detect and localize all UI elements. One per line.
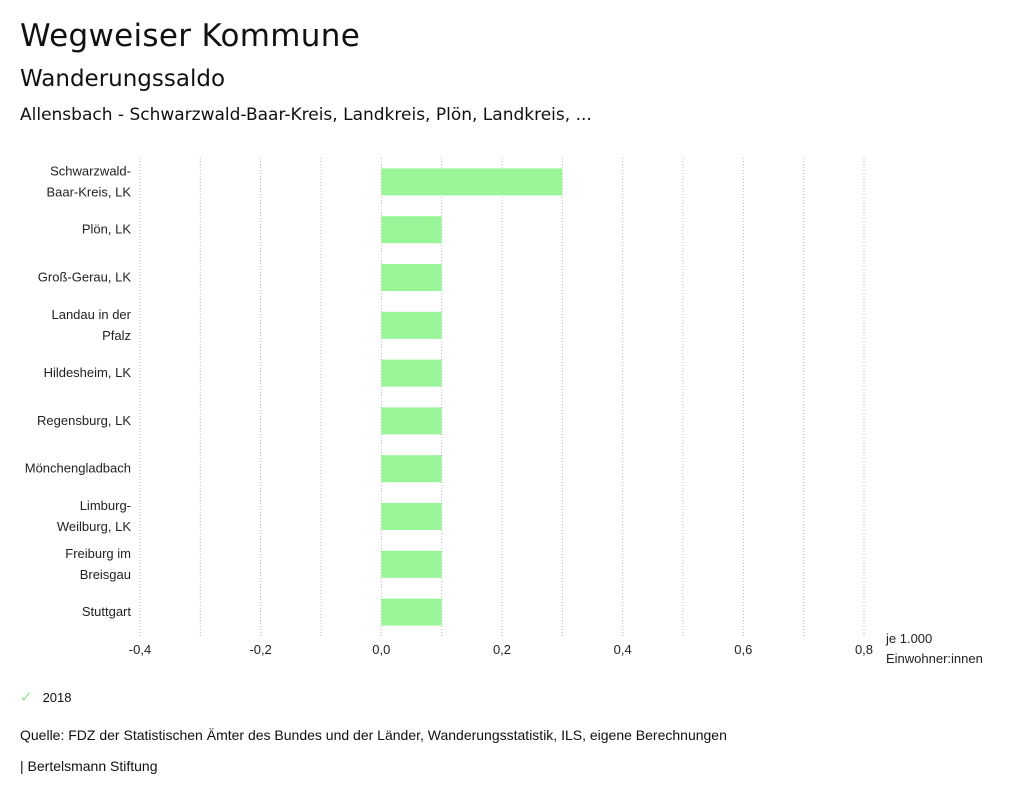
chart-subtitle: Wanderungssaldo bbox=[20, 66, 226, 92]
bar bbox=[381, 550, 442, 578]
bar bbox=[381, 598, 442, 626]
x-tick-label: -0,4 bbox=[129, 642, 151, 657]
x-axis-unit-label: je 1.000 bbox=[885, 631, 932, 646]
bar bbox=[381, 311, 442, 339]
bar bbox=[381, 455, 442, 483]
check-icon: ✓ bbox=[20, 689, 33, 706]
x-axis-unit-label: Einwohner:innen bbox=[886, 651, 983, 666]
category-label: Stuttgart bbox=[82, 604, 132, 619]
category-label: Pfalz bbox=[102, 328, 131, 343]
category-label: Regensburg, LK bbox=[37, 413, 131, 428]
category-label: Mönchengladbach bbox=[25, 461, 131, 476]
brand-note: | Bertelsmann Stiftung bbox=[20, 758, 158, 774]
x-tick-label: 0,0 bbox=[372, 642, 390, 657]
bar bbox=[381, 168, 563, 196]
category-label: Freiburg im bbox=[65, 546, 131, 561]
x-tick-label: 0,8 bbox=[855, 642, 873, 657]
category-label: Limburg- bbox=[80, 498, 131, 513]
category-label: Groß-Gerau, LK bbox=[38, 270, 132, 285]
bar-chart: -0,4 -0,2 0,0 0,2 0,4 0,6 0,8 je 1.000 Einwohner… bbox=[25, 158, 983, 666]
x-tick-label: 0,4 bbox=[614, 642, 632, 657]
comparison-title: Allensbach - Schwarzwald-Baar-Kreis, Lan… bbox=[20, 105, 592, 125]
x-tick-label: -0,2 bbox=[249, 642, 271, 657]
x-tick-label: 0,2 bbox=[493, 642, 511, 657]
x-tick-label: 0,6 bbox=[734, 642, 752, 657]
bar bbox=[381, 503, 442, 530]
category-label: Schwarzwald- bbox=[50, 163, 131, 178]
legend-label: 2018 bbox=[42, 689, 72, 705]
category-label: Landau in der bbox=[51, 307, 131, 322]
category-label: Weilburg, LK bbox=[57, 519, 132, 534]
source-note: Quelle: FDZ der Statistischen Ämter des … bbox=[20, 727, 727, 743]
category-label: Breisgau bbox=[80, 567, 131, 582]
page-title: Wegweiser Kommune bbox=[20, 18, 361, 54]
legend[interactable]: ✓ 2018 bbox=[20, 688, 72, 706]
category-label: Baar-Kreis, LK bbox=[46, 184, 131, 199]
bar bbox=[381, 264, 442, 291]
bar bbox=[381, 407, 442, 435]
category-label: Plön, LK bbox=[82, 222, 131, 237]
bar bbox=[381, 359, 442, 387]
category-label: Hildesheim, LK bbox=[44, 365, 132, 380]
bar bbox=[381, 216, 442, 244]
